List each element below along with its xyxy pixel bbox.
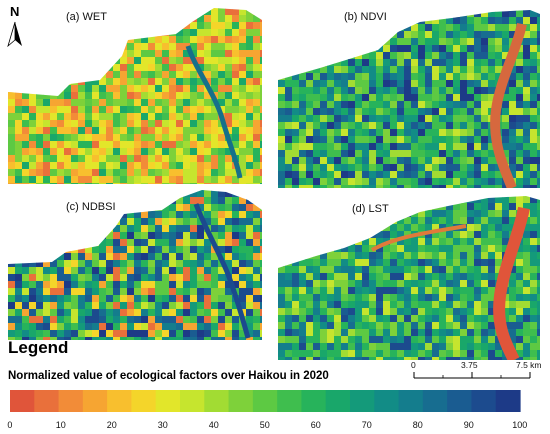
legend-swatch bbox=[495, 390, 521, 412]
legend-swatch bbox=[301, 390, 327, 412]
legend-tick-label: 40 bbox=[209, 420, 219, 430]
legend-swatch bbox=[131, 390, 157, 412]
north-arrow-label: N bbox=[10, 4, 19, 19]
legend-swatch bbox=[228, 390, 254, 412]
north-arrow: N bbox=[7, 4, 22, 48]
legend-swatch bbox=[398, 390, 424, 412]
legend-swatch bbox=[447, 390, 473, 412]
lst-river bbox=[493, 206, 530, 360]
panel-label-ndbsi: (c) NDBSI bbox=[66, 201, 116, 213]
legend-swatch bbox=[277, 390, 303, 412]
legend-swatch bbox=[10, 390, 35, 412]
legend-tick-label: 10 bbox=[56, 420, 66, 430]
legend-swatch bbox=[107, 390, 133, 412]
legend-tick-label: 0 bbox=[7, 420, 12, 430]
panel-label-wet: (a) WET bbox=[66, 11, 107, 23]
legend-swatch bbox=[58, 390, 84, 412]
wet-river bbox=[185, 45, 243, 179]
legend-tick-label: 70 bbox=[362, 420, 372, 430]
wet-map-raster bbox=[8, 8, 262, 184]
scale-label-end: 7.5 km bbox=[516, 360, 542, 370]
legend-title: Legend bbox=[8, 338, 69, 357]
panel-wet: (a) WET bbox=[8, 8, 262, 184]
legend-swatch bbox=[180, 390, 205, 412]
legend-tick-label: 30 bbox=[158, 420, 168, 430]
legend-tick-label: 90 bbox=[464, 420, 474, 430]
panel-label-lst: (d) LST bbox=[352, 203, 389, 215]
legend-swatch bbox=[252, 390, 278, 412]
scale-bar: 0 3.75 7.5 km bbox=[411, 360, 542, 379]
panel-ndbsi: (c) NDBSI bbox=[8, 190, 262, 340]
legend-tick-label: 20 bbox=[107, 420, 117, 430]
scale-label-0: 0 bbox=[411, 360, 416, 370]
legend-swatch bbox=[374, 390, 400, 412]
lst-coast-band bbox=[370, 224, 467, 252]
ndbsi-map-raster bbox=[8, 190, 262, 340]
legend-swatch bbox=[204, 390, 230, 412]
legend-tick-label: 100 bbox=[512, 420, 527, 430]
panel-label-ndvi: (b) NDVI bbox=[344, 11, 387, 23]
legend-swatch bbox=[422, 390, 448, 412]
ndvi-river bbox=[490, 22, 527, 188]
legend-tick-label: 80 bbox=[413, 420, 423, 430]
legend-tick-label: 60 bbox=[311, 420, 321, 430]
panel-ndvi: (b) NDVI bbox=[278, 10, 540, 188]
panel-lst: (d) LST bbox=[278, 196, 540, 360]
legend-swatch bbox=[325, 390, 351, 412]
legend-swatch bbox=[82, 390, 108, 412]
legend-tick-labels: 0 10 20 30 40 50 60 70 80 90 100 bbox=[7, 420, 527, 430]
scale-label-mid: 3.75 bbox=[461, 360, 478, 370]
legend-color-ramp bbox=[10, 390, 521, 412]
legend-tick-label: 50 bbox=[260, 420, 270, 430]
legend-swatch bbox=[155, 390, 181, 412]
legend-swatch bbox=[471, 390, 497, 412]
ndbsi-river bbox=[193, 203, 251, 339]
legend-swatch bbox=[34, 390, 60, 412]
legend-subtitle: Normalized value of ecological factors o… bbox=[8, 370, 329, 382]
legend-swatch bbox=[350, 390, 375, 412]
